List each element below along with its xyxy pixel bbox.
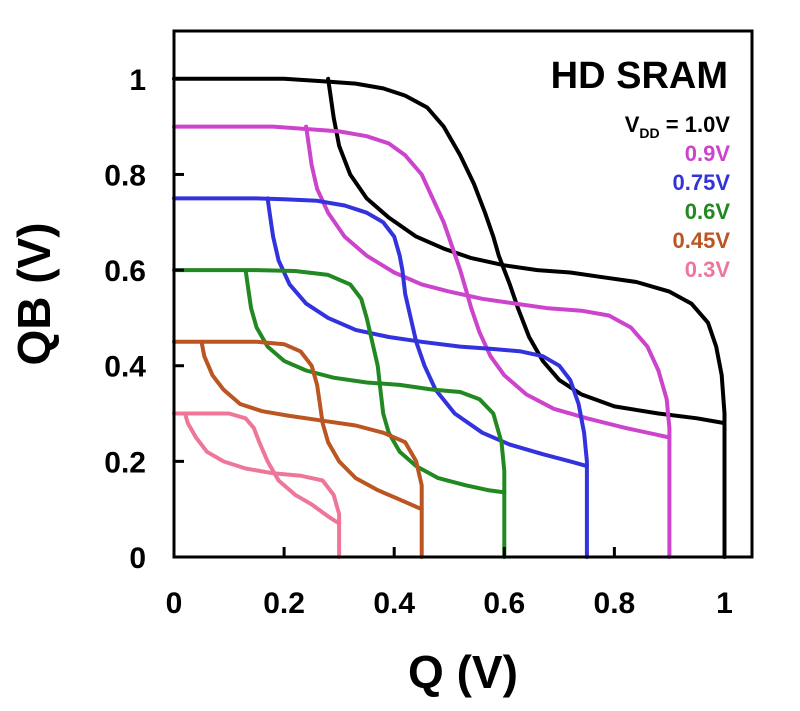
series-1p0v-curve-b <box>326 76 727 559</box>
y-tick-label: 0.8 <box>104 159 146 192</box>
y-tick-label: 0.2 <box>104 446 146 479</box>
x-tick-label: 0 <box>166 587 183 620</box>
x-tick-label: 0.4 <box>373 587 415 620</box>
series-0p75v-curve-b <box>265 196 589 559</box>
x-tick-label: 0.8 <box>594 587 636 620</box>
legend-entry-0p45v: 0.45V <box>673 228 731 253</box>
series-0p6v-curve-b <box>243 268 507 559</box>
legend-entry-0p6v: 0.6V <box>685 199 731 224</box>
series-0p6v-curve-a <box>172 268 507 495</box>
chart-title: HD SRAM <box>551 55 728 97</box>
y-tick-label: 1 <box>129 64 146 97</box>
curves-layer <box>172 76 727 559</box>
x-axis-title: Q (V) <box>408 646 518 698</box>
series-0p3v-curve-b <box>183 411 342 559</box>
legend-entry-1p0v: VDD = 1.0V <box>625 112 731 141</box>
series-0p3v-curve-a <box>172 411 342 526</box>
x-tick-label: 0.6 <box>483 587 525 620</box>
y-tick-label: 0 <box>129 542 146 575</box>
legend-entry-0p9v: 0.9V <box>685 141 731 166</box>
legend: VDD = 1.0V0.9V 0.75V 0.6V 0.45V 0.3V <box>625 112 731 282</box>
x-tick-label: 1 <box>716 587 733 620</box>
series-0p45v-curve-a <box>172 339 424 512</box>
series-1p0v-curve-a <box>172 76 727 426</box>
plot-frame <box>172 29 754 559</box>
y-axis-title: QB (V) <box>8 222 60 365</box>
legend-entry-0p3v: 0.3V <box>685 257 731 282</box>
series-0p9v-curve-a <box>172 124 672 440</box>
ticks-layer: 0 0.2 0.4 0.6 0.8 1 0 0.2 0.4 0.6 0.8 1 <box>104 64 733 620</box>
x-tick-label: 0.2 <box>263 587 305 620</box>
series-0p45v-curve-b <box>199 339 424 559</box>
y-tick-label: 0.6 <box>104 255 146 288</box>
legend-entry-0p75v: 0.75V <box>673 170 731 195</box>
series-0p9v-curve-b <box>304 124 672 559</box>
y-tick-label: 0.4 <box>104 351 146 384</box>
